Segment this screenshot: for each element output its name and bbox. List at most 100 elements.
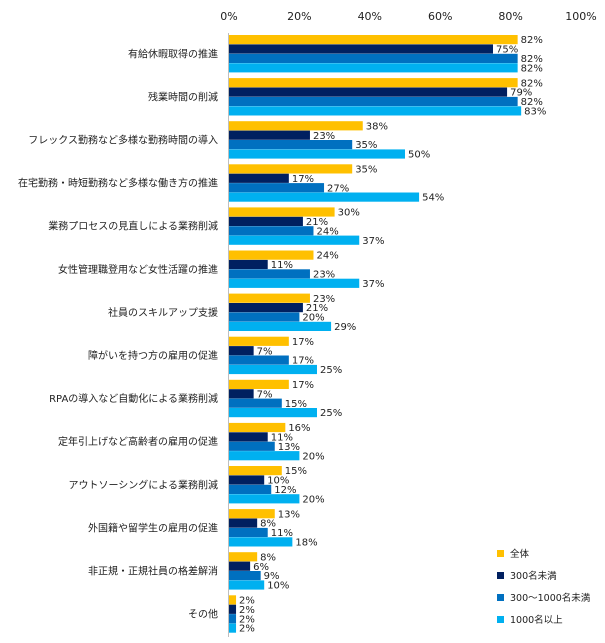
bar	[229, 250, 314, 260]
x-tick-label: 40%	[358, 10, 382, 23]
category-label: 外国籍や留学生の雇用の促進	[88, 521, 218, 534]
category-label: フレックス勤務など多様な勤務時間の導入	[28, 134, 218, 147]
data-label: 29%	[334, 322, 356, 333]
data-label: 21%	[306, 217, 328, 228]
data-label: 15%	[285, 399, 307, 410]
category-label: 有給休暇取得の推進	[128, 47, 218, 60]
category-label: 業務プロセスの見直しによる業務削減	[48, 220, 218, 233]
data-label: 35%	[355, 140, 377, 151]
legend-swatch-300-1000	[497, 593, 504, 601]
data-label: 37%	[362, 279, 384, 290]
bar	[229, 364, 317, 375]
legend-label-under-300: 300名未満	[510, 571, 557, 582]
category-label: 女性管理職登用など女性活躍の推進	[58, 263, 218, 276]
data-label: 8%	[260, 552, 276, 563]
data-label: 17%	[292, 174, 314, 185]
legend-swatch-under-300	[497, 571, 504, 579]
bar	[229, 561, 251, 571]
data-label: 82%	[521, 63, 543, 74]
data-label: 2%	[239, 624, 255, 635]
data-label: 8%	[260, 519, 276, 530]
legend-swatch-1000-plus	[497, 615, 504, 623]
data-label: 83%	[524, 107, 546, 118]
data-label: 25%	[320, 408, 342, 419]
data-label: 10%	[267, 581, 289, 592]
bar	[229, 355, 289, 365]
data-label: 75%	[496, 45, 518, 56]
bar	[229, 484, 272, 494]
data-label: 6%	[253, 562, 269, 573]
bar	[229, 552, 258, 562]
bar	[229, 408, 317, 418]
data-label: 25%	[320, 365, 342, 376]
data-label: 50%	[408, 150, 430, 161]
data-label: 17%	[292, 337, 314, 348]
data-label: 7%	[257, 346, 273, 357]
bar	[229, 336, 289, 346]
bar	[229, 466, 282, 476]
bar	[229, 509, 275, 519]
category-label: 障がいを持つ方の雇用の促進	[88, 349, 218, 362]
bar	[229, 207, 335, 217]
data-label: 20%	[302, 313, 324, 324]
data-label: 27%	[327, 183, 349, 194]
bar	[229, 604, 237, 614]
category-label: 定年引上げなど高齢者の雇用の促進	[58, 435, 218, 448]
data-label: 15%	[285, 466, 307, 477]
category-label: 残業時間の削減	[148, 90, 218, 103]
bar	[229, 226, 314, 236]
category-label: アウトソーシングによる業務削減	[69, 478, 219, 491]
data-label: 2%	[239, 614, 255, 625]
data-label: 23%	[313, 131, 335, 142]
data-label: 12%	[274, 485, 296, 496]
bar	[229, 173, 289, 183]
legend-label-overall: 全体	[510, 549, 530, 560]
data-label: 38%	[366, 121, 388, 132]
data-label: 23%	[313, 270, 335, 281]
data-label: 37%	[362, 236, 384, 247]
data-label: 20%	[302, 494, 324, 505]
bar	[229, 164, 353, 174]
data-label: 2%	[239, 605, 255, 616]
bar	[229, 140, 353, 150]
data-label: 82%	[521, 97, 543, 108]
bar	[229, 398, 282, 408]
bar	[229, 389, 254, 399]
bar	[229, 441, 275, 451]
category-label: その他	[188, 608, 218, 621]
x-tick-label: 80%	[498, 10, 522, 23]
data-label: 10%	[267, 476, 289, 487]
bar	[229, 78, 518, 88]
legend-item-overall: 全体	[497, 547, 605, 560]
category-label: 非正規・正規社員の格差解消	[88, 565, 218, 578]
data-label: 24%	[316, 226, 338, 237]
bar	[229, 379, 289, 389]
legend-label-1000-plus: 1000名以上	[510, 615, 563, 626]
bar	[229, 87, 508, 97]
data-label: 21%	[306, 303, 328, 314]
x-tick-label: 60%	[428, 10, 452, 23]
data-label: 2%	[239, 596, 255, 607]
data-label: 20%	[302, 451, 324, 462]
bar	[229, 130, 310, 140]
legend-item-1000-plus: 1000名以上	[497, 613, 605, 626]
bar	[229, 527, 268, 538]
bar	[229, 63, 518, 73]
category-label: 社員のスキルアップ支援	[108, 306, 218, 319]
bar	[229, 571, 261, 581]
legend-label-300-1000: 300～1000名未満	[510, 593, 591, 604]
bar	[229, 580, 265, 590]
bar	[229, 303, 303, 313]
data-label: 13%	[278, 509, 300, 520]
bar	[229, 451, 300, 461]
x-tick-label: 0%	[220, 10, 237, 23]
category-label: RPAの導入など自動化による業務削減	[49, 392, 218, 405]
bar	[229, 595, 237, 605]
data-label: 17%	[292, 380, 314, 391]
bar	[229, 149, 405, 159]
bar	[229, 422, 286, 433]
bar	[229, 518, 258, 528]
bar	[229, 44, 493, 54]
bar	[229, 278, 360, 288]
